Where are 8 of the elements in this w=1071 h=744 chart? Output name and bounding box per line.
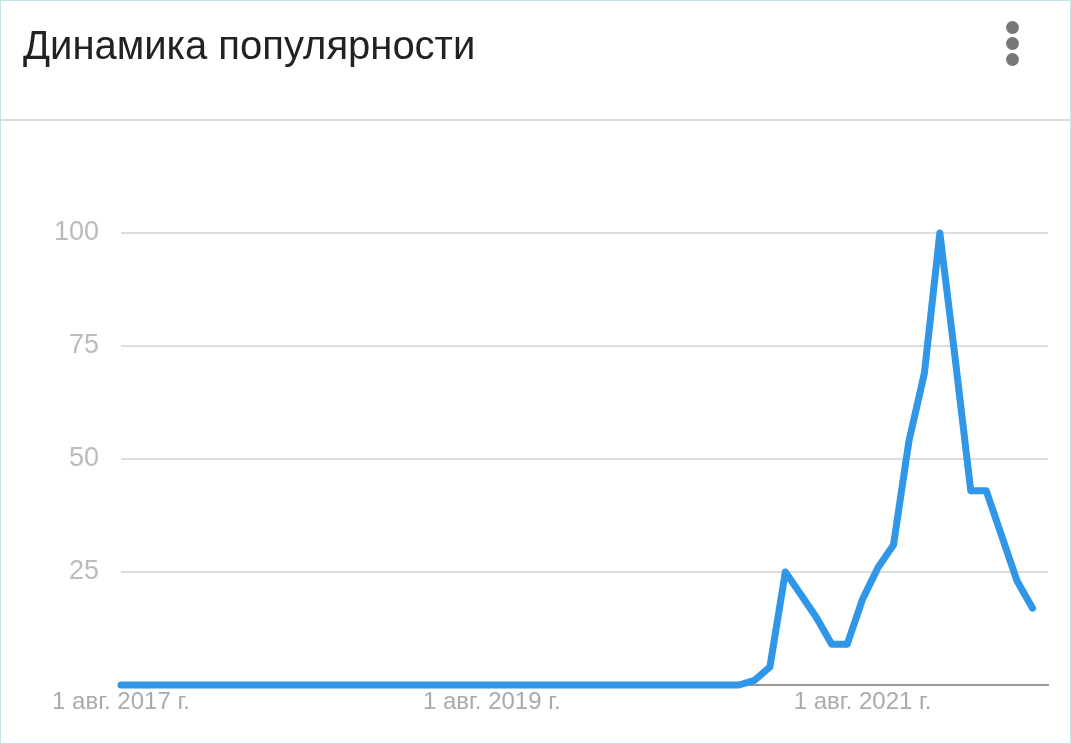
x-tick-label: 1 авг. 2017 г.: [52, 687, 190, 715]
y-tick-label: 75: [68, 329, 99, 360]
x-tick-label: 1 авг. 2019 г.: [422, 687, 561, 715]
y-tick-label: 100: [53, 216, 99, 247]
x-tick-label: 1 авг. 2021 г.: [793, 687, 932, 715]
y-tick-label: 50: [68, 442, 99, 473]
y-tick-label: 25: [68, 555, 99, 586]
chart-title: Динамика популярности: [23, 23, 476, 68]
